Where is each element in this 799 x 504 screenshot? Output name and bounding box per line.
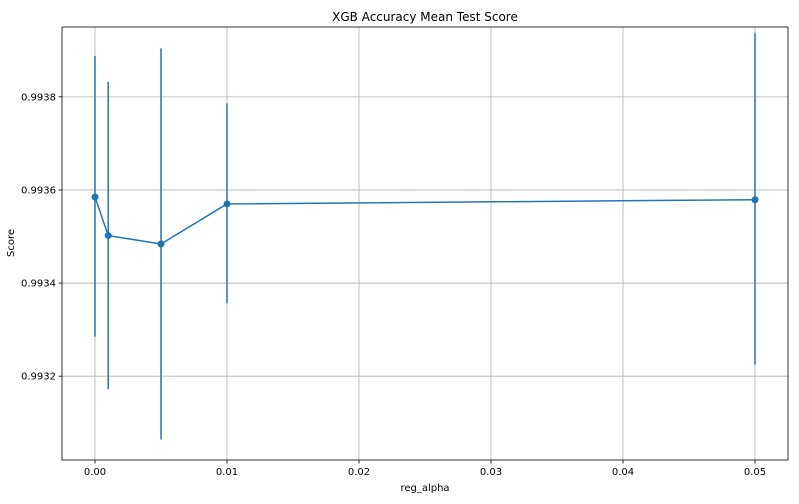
- grid-lines: [62, 27, 788, 460]
- y-tick-label: 0.9932: [21, 372, 56, 383]
- x-tick-label: 0.02: [348, 467, 370, 478]
- y-tick-label: 0.9938: [21, 92, 56, 103]
- data-point: [157, 240, 165, 248]
- x-axis-label: reg_alpha: [400, 483, 449, 494]
- chart-title: XGB Accuracy Mean Test Score: [332, 10, 518, 24]
- y-axis-label: Score: [6, 229, 17, 257]
- plot-frame: [61, 26, 789, 461]
- series-line: [94, 196, 756, 245]
- x-tick-label: 0.04: [612, 467, 634, 478]
- y-tick-label: 0.9936: [21, 185, 56, 196]
- x-tick-label: 0.01: [216, 467, 238, 478]
- data-series: [91, 33, 759, 440]
- x-tick-label: 0.05: [744, 467, 766, 478]
- data-point: [104, 232, 112, 240]
- data-point: [223, 200, 231, 208]
- data-point: [91, 193, 99, 201]
- y-tick-label: 0.9934: [21, 279, 56, 290]
- x-tick-label: 0.03: [480, 467, 502, 478]
- data-point: [751, 196, 759, 204]
- x-tick-label: 0.00: [84, 467, 106, 478]
- axis-ticks: 0.00 0.01 0.02 0.03 0.04 0.05 0.9932 0.9934 0.99…: [21, 92, 766, 478]
